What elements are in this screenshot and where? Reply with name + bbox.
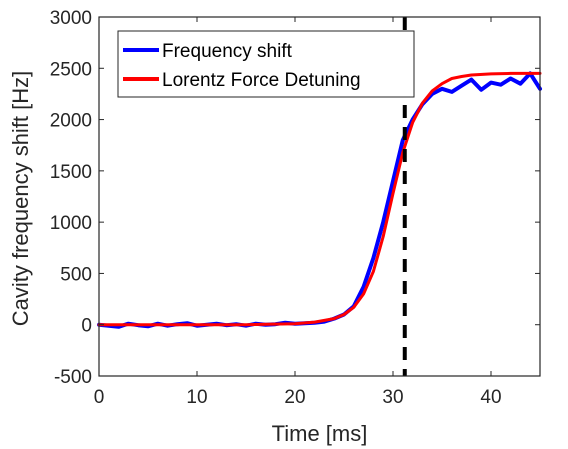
y-axis-title: Cavity frequency shift [Hz]: [8, 71, 33, 327]
legend-box: [117, 30, 415, 98]
y-tick-label: 2500: [50, 59, 92, 80]
x-tick-label: 30: [382, 387, 403, 408]
x-tick-label: 0: [94, 387, 105, 408]
x-axis: 0 10 20 30 40: [94, 17, 502, 408]
y-tick-label: -500: [54, 367, 92, 388]
plot-frame: [98, 16, 541, 377]
y-tick-label: 500: [60, 264, 92, 285]
x-tick-label: 20: [284, 387, 305, 408]
y-axis: -500 0 500 1000 1500 2000 2500 3000: [50, 8, 540, 388]
y-tick-label: 3000: [50, 8, 92, 29]
legend-label-lorentz-force-detuning: Lorentz Force Detuning: [162, 70, 361, 91]
legend-label-frequency-shift: Frequency shift: [162, 41, 293, 62]
x-axis-title: Time [ms]: [272, 421, 368, 446]
series-line-lorentz-force-detuning: [97, 71, 542, 327]
legend: Frequency shift Lorentz Force Detuning: [117, 30, 415, 98]
x-tick-label: 40: [480, 387, 501, 408]
y-tick-label: 1000: [50, 213, 92, 234]
y-tick-label: 2000: [50, 111, 92, 132]
x-tick-label: 10: [186, 387, 207, 408]
y-tick-label: 1500: [50, 162, 92, 183]
series-layer: [97, 71, 542, 329]
y-tick-label: 0: [81, 316, 92, 337]
